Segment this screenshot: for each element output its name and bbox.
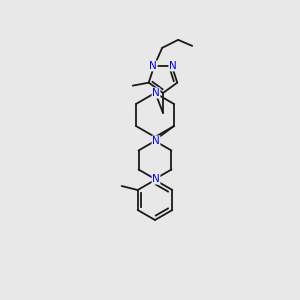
Text: N: N	[152, 88, 160, 98]
Text: N: N	[152, 174, 160, 184]
Text: N: N	[149, 61, 157, 71]
Text: N: N	[169, 61, 177, 71]
Text: N: N	[152, 136, 160, 146]
